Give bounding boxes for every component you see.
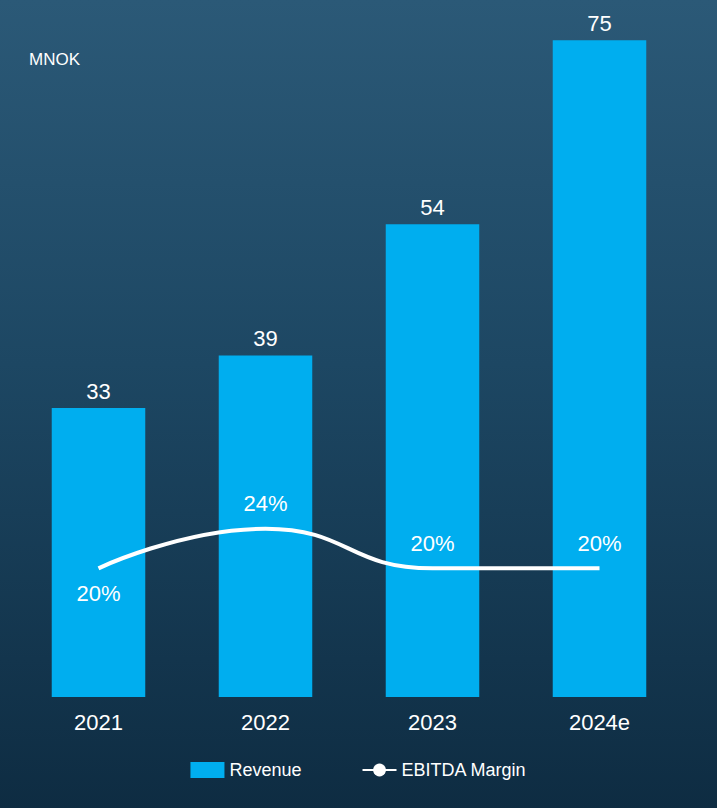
svg-text:2021: 2021 <box>74 710 123 735</box>
svg-text:20%: 20% <box>410 531 454 556</box>
svg-text:2022: 2022 <box>241 710 290 735</box>
svg-text:33: 33 <box>86 379 110 404</box>
svg-text:EBITDA Margin: EBITDA Margin <box>402 760 526 780</box>
svg-text:MNOK: MNOK <box>29 50 81 69</box>
svg-text:20%: 20% <box>577 531 621 556</box>
svg-text:75: 75 <box>587 11 611 36</box>
svg-text:2024e: 2024e <box>569 710 630 735</box>
svg-text:2023: 2023 <box>408 710 457 735</box>
svg-text:20%: 20% <box>76 581 120 606</box>
svg-text:24%: 24% <box>243 491 287 516</box>
svg-text:54: 54 <box>420 195 444 220</box>
svg-text:Revenue: Revenue <box>229 760 301 780</box>
svg-text:39: 39 <box>253 326 277 351</box>
